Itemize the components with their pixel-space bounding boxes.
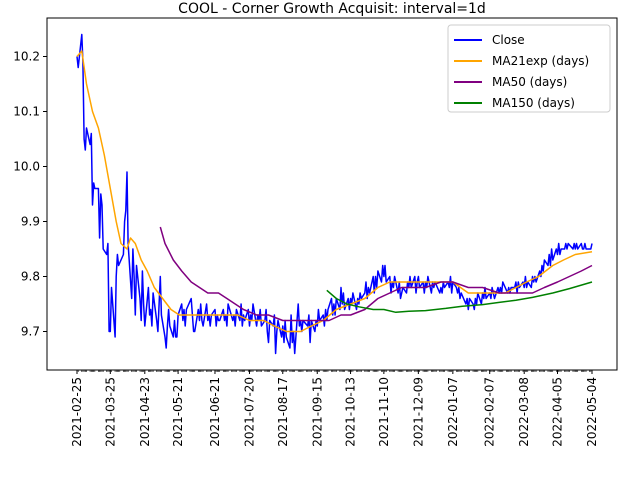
- series-line-ma21exp-days: [76, 50, 593, 333]
- x-tick-label: 2021-10-13: [344, 377, 358, 447]
- x-tick-label: 2021-06-21: [208, 377, 222, 447]
- y-tick-label: 9.8: [21, 270, 40, 284]
- series-line-ma150-days: [326, 281, 593, 314]
- x-tick-label: 2021-04-23: [138, 377, 152, 447]
- x-tick-label: 2022-01-07: [446, 377, 460, 447]
- x-tick-label: 2022-02-07: [483, 377, 497, 447]
- x-tick-label: 2021-02-25: [70, 377, 84, 447]
- y-tick-label: 10.1: [13, 105, 40, 119]
- legend-box: [447, 24, 611, 113]
- legend-label: Close: [492, 33, 525, 47]
- x-tick-label: 2021-08-17: [276, 377, 290, 447]
- series-line-ma50-days: [159, 226, 593, 322]
- y-tick-label: 9.7: [21, 325, 40, 339]
- chart-title: COOL - Corner Growth Acquisit: interval=…: [178, 1, 486, 17]
- y-tick-label: 10.0: [13, 160, 40, 174]
- y-axis: 9.7 9.8 9.9 10.0 10.1 10.2: [13, 50, 47, 339]
- x-tick-label: 2022-04-05: [551, 377, 565, 447]
- x-tick-label: 2021-07-20: [243, 377, 257, 447]
- x-axis: 2021-02-25 2021-03-25 2021-04-23 2021-05-21…: [70, 370, 599, 447]
- series-lines: [76, 33, 593, 355]
- x-tick-label: 2022-03-08: [517, 377, 531, 447]
- plot-frame: [46, 17, 618, 371]
- x-tick-label: 2021-11-10: [377, 377, 391, 447]
- legend-label: MA150 (days): [492, 96, 575, 110]
- x-tick-label: 2021-03-25: [103, 377, 117, 447]
- legend-label: MA21exp (days): [492, 54, 589, 68]
- y-tick-label: 9.9: [21, 215, 40, 229]
- legend-label: MA50 (days): [492, 75, 567, 89]
- x-tick-label: 2021-12-09: [411, 377, 425, 447]
- x-tick-label: 2021-09-15: [310, 377, 324, 447]
- legend: Close MA21exp (days) MA50 (days) MA150 (day…: [447, 24, 611, 113]
- y-tick-label: 10.2: [13, 50, 40, 64]
- x-tick-label: 2022-05-04: [585, 377, 599, 447]
- x-tick-label: 2021-05-21: [171, 377, 185, 447]
